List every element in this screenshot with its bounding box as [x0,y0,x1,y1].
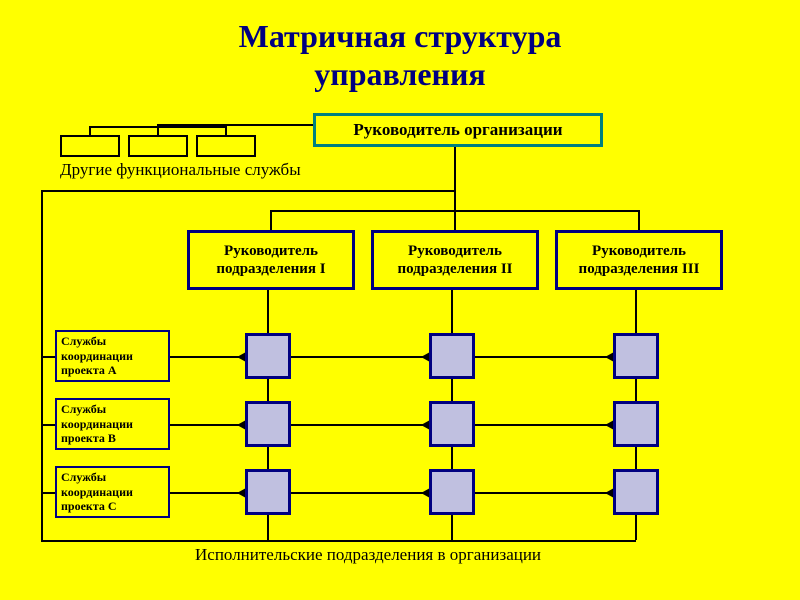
exec-unit-box [429,401,475,447]
dept-leader-box: Руководительподразделения II [371,230,539,290]
connector-line [170,356,245,358]
connector-line [42,356,55,358]
connector-line [41,190,43,540]
page-title-line1: Матричная структура [0,18,800,55]
dept-label-1: Руководитель [224,242,318,260]
service-coord-box: Службыкоординациипроекта C [55,466,170,518]
connector-line [42,424,55,426]
connector-line [225,126,227,135]
service-label: координации [61,417,133,431]
service-label: Службы [61,334,106,348]
service-label: проекта A [61,363,117,377]
service-label: Службы [61,402,106,416]
connector-line [475,356,613,358]
service-label: проекта B [61,431,116,445]
connector-line [454,210,456,230]
exec-unit-box [429,333,475,379]
connector-line [454,147,456,210]
org-leader-box: Руководитель организации [313,113,603,147]
connector-line [291,424,429,426]
dept-leader-box: Руководительподразделения I [187,230,355,290]
connector-line [291,492,429,494]
exec-unit-box [613,401,659,447]
connector-line [638,210,640,230]
service-coord-box: Службыкоординациипроекта A [55,330,170,382]
exec-unit-box [429,469,475,515]
connector-line [89,126,91,135]
service-coord-box: Службыкоординациипроекта B [55,398,170,450]
connector-line [158,124,313,126]
func-services-label: Другие функциональные службы [60,160,301,180]
connector-line [41,190,455,192]
exec-unit-box [245,469,291,515]
exec-unit-box [245,401,291,447]
dept-label-2: подразделения III [579,260,700,278]
connector-line [42,492,55,494]
dept-label-2: подразделения I [216,260,325,278]
connector-line [157,124,159,128]
connector-line [291,356,429,358]
exec-unit-box [613,333,659,379]
connector-line [270,210,272,230]
page-title-line2: управления [0,56,800,93]
dept-label-1: Руководитель [592,242,686,260]
service-label: координации [61,349,133,363]
connector-line [475,424,613,426]
service-label: координации [61,485,133,499]
connector-line [475,492,613,494]
func-service-box [128,135,188,157]
connector-line [170,492,245,494]
dept-leader-box: Руководительподразделения III [555,230,723,290]
dept-label-1: Руководитель [408,242,502,260]
connector-line [41,540,636,542]
dept-label-2: подразделения II [397,260,512,278]
bottom-caption: Исполнительские подразделения в организа… [195,545,541,565]
service-label: проекта C [61,499,117,513]
exec-unit-box [613,469,659,515]
func-service-box [60,135,120,157]
service-label: Службы [61,470,106,484]
exec-unit-box [245,333,291,379]
func-service-box [196,135,256,157]
connector-line [170,424,245,426]
